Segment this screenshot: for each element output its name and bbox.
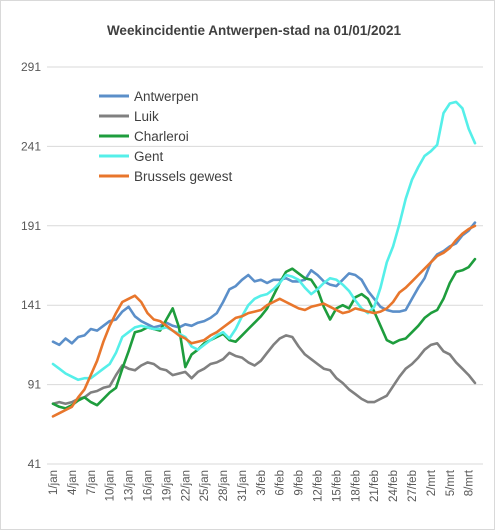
series-line-luik [51, 334, 477, 406]
x-tick-label: 12/feb [313, 470, 325, 502]
x-tick-label: 22/jan [180, 470, 192, 501]
series-line-brussels-gewest [51, 224, 477, 418]
x-tick-label: 19/jan [161, 470, 173, 501]
x-tick-label: 31/jan [237, 470, 249, 501]
x-tick-label: 28/jan [218, 470, 230, 501]
series-line-gent [51, 100, 477, 382]
legend: Antwerpen Luik Charleroi Gent Brussels gewes… [99, 89, 233, 184]
x-tick-label: 4/jan [67, 470, 79, 495]
x-tick-label: 1/jan [48, 470, 60, 495]
y-tick-label: 191 [21, 219, 41, 233]
x-tick-label: 27/feb [407, 470, 419, 502]
x-axis-ticks: 1/jan 4/jan 7/jan 10/jan 13/jan 16/jan 19/jan 2… [48, 469, 476, 502]
legend-label: Luik [134, 109, 159, 124]
y-tick-label: 141 [21, 298, 41, 312]
x-tick-label: 13/jan [124, 470, 136, 501]
x-tick-label: 8/mrt [464, 469, 476, 496]
legend-label: Charleroi [134, 129, 189, 144]
chart-title: Weekincidentie Antwerpen-stad na 01/01/2… [107, 23, 402, 38]
x-tick-label: 6/feb [275, 470, 287, 496]
x-tick-label: 24/feb [388, 470, 400, 502]
series-lines [51, 100, 477, 418]
y-tick-label: 291 [21, 60, 41, 74]
x-tick-label: 7/jan [86, 470, 98, 495]
x-tick-label: 16/jan [142, 470, 154, 501]
series-line-antwerpen [51, 221, 477, 347]
gridlines [47, 66, 483, 465]
y-tick-label: 241 [21, 139, 41, 153]
x-tick-label: 9/feb [294, 470, 306, 496]
legend-label: Gent [134, 149, 164, 164]
x-tick-label: 2/mrt [426, 469, 438, 496]
x-tick-label: 21/feb [369, 470, 381, 502]
series-line-charleroi [51, 257, 477, 410]
x-tick-label: 10/jan [105, 470, 117, 501]
x-tick-label: 25/jan [199, 470, 211, 501]
y-tick-label: 41 [28, 457, 42, 471]
x-tick-label: 18/feb [350, 470, 362, 502]
x-tick-label: 3/feb [256, 470, 268, 496]
legend-label: Antwerpen [134, 89, 199, 104]
x-tick-label: 5/mrt [445, 469, 457, 496]
legend-label: Brussels gewest [134, 169, 233, 184]
x-tick-label: 15/feb [331, 470, 343, 502]
y-tick-label: 91 [28, 378, 42, 392]
y-axis-ticks: 41 91 141 191 241 291 [21, 60, 41, 471]
